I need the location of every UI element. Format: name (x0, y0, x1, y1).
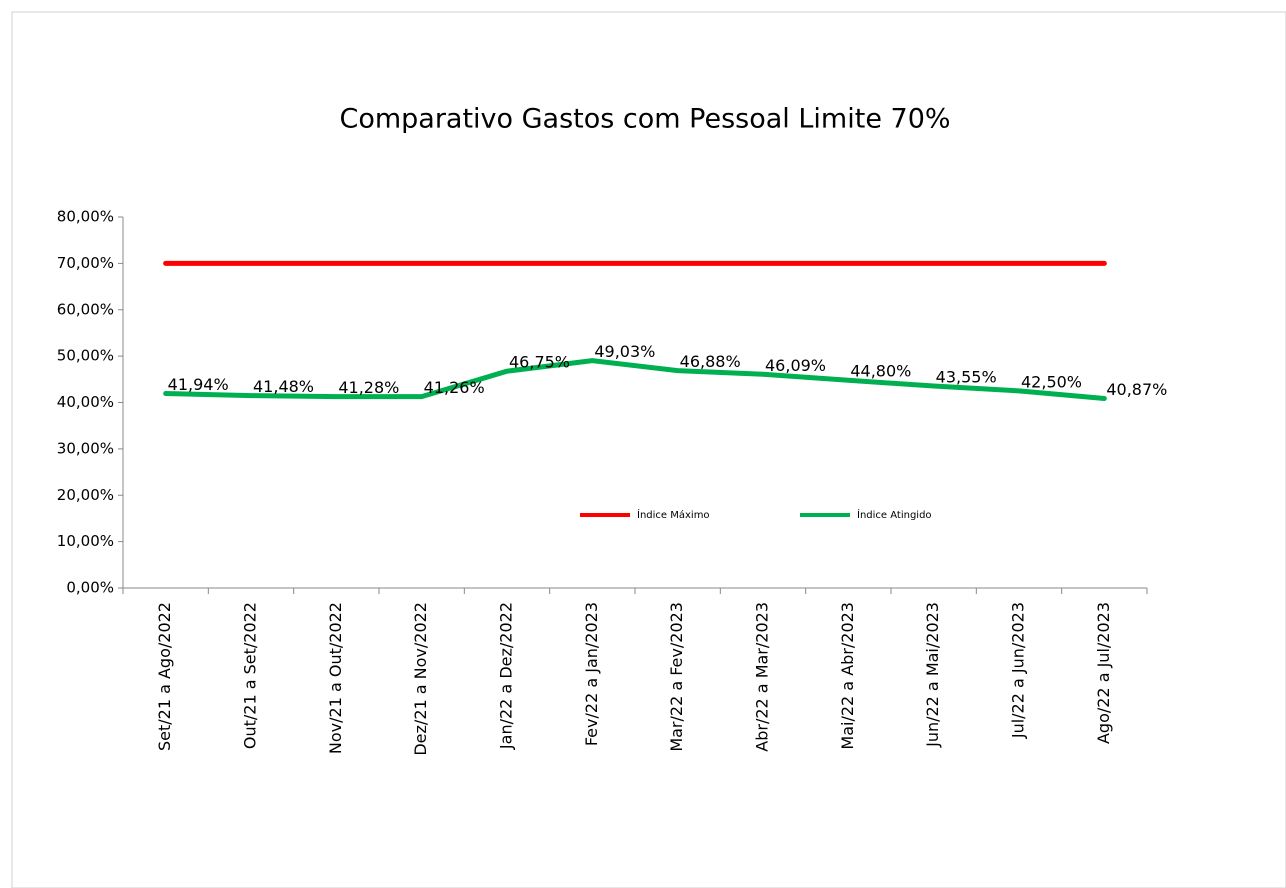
y-tick-label: 70,00% (57, 254, 114, 272)
y-tick-label: 20,00% (57, 486, 114, 504)
chart-frame (11, 11, 1286, 888)
data-label: 46,09% (765, 356, 826, 375)
y-tick-label: 60,00% (57, 300, 114, 318)
data-label: 46,75% (509, 353, 570, 372)
x-tick-label: Jun/22 a Mai/2023 (923, 602, 942, 748)
data-label: 41,26% (424, 378, 485, 397)
x-tick-label: Jul/22 a Jun/2023 (1009, 602, 1028, 739)
y-tick-label: 50,00% (57, 347, 114, 365)
series-line (163, 358, 1107, 401)
legend-label: Índice Máximo (637, 508, 710, 521)
x-tick-label: Abr/22 a Mar/2023 (753, 602, 772, 752)
data-label: 44,80% (850, 362, 911, 381)
x-tick-label: Out/21 a Set/2022 (241, 602, 260, 749)
data-label: 49,03% (594, 342, 655, 361)
x-tick-label: Jan/22 a Dez/2022 (497, 602, 516, 750)
data-label: 42,50% (1021, 372, 1082, 391)
data-label: 41,48% (253, 377, 314, 396)
data-label: 41,28% (338, 378, 399, 397)
y-tick-label: 80,00% (57, 208, 114, 226)
chart-title: Comparativo Gastos com Pessoal Limite 70… (339, 104, 950, 135)
y-tick-label: 10,00% (57, 532, 114, 550)
data-label: 41,94% (168, 375, 229, 394)
x-tick-label: Mar/22 a Fev/2023 (667, 602, 686, 752)
y-tick-label: 0,00% (66, 579, 114, 597)
legend-label: Índice Atingido (857, 508, 932, 521)
y-tick-label: 40,00% (57, 393, 114, 411)
x-tick-label: Nov/21 a Out/2022 (326, 602, 345, 754)
x-tick-label: Fev/22 a Jan/2023 (582, 602, 601, 746)
y-tick-label: 30,00% (57, 439, 114, 457)
x-tick-label: Dez/21 a Nov/2022 (411, 602, 430, 756)
data-label: 40,87% (1106, 380, 1167, 399)
data-label: 46,88% (680, 352, 741, 371)
data-label: 43,55% (936, 368, 997, 387)
x-tick-label: Mai/22 a Abr/2023 (838, 602, 857, 750)
x-tick-label: Set/21 a Ago/2022 (155, 602, 174, 751)
x-tick-label: Ago/22 a Jul/2023 (1094, 602, 1113, 744)
